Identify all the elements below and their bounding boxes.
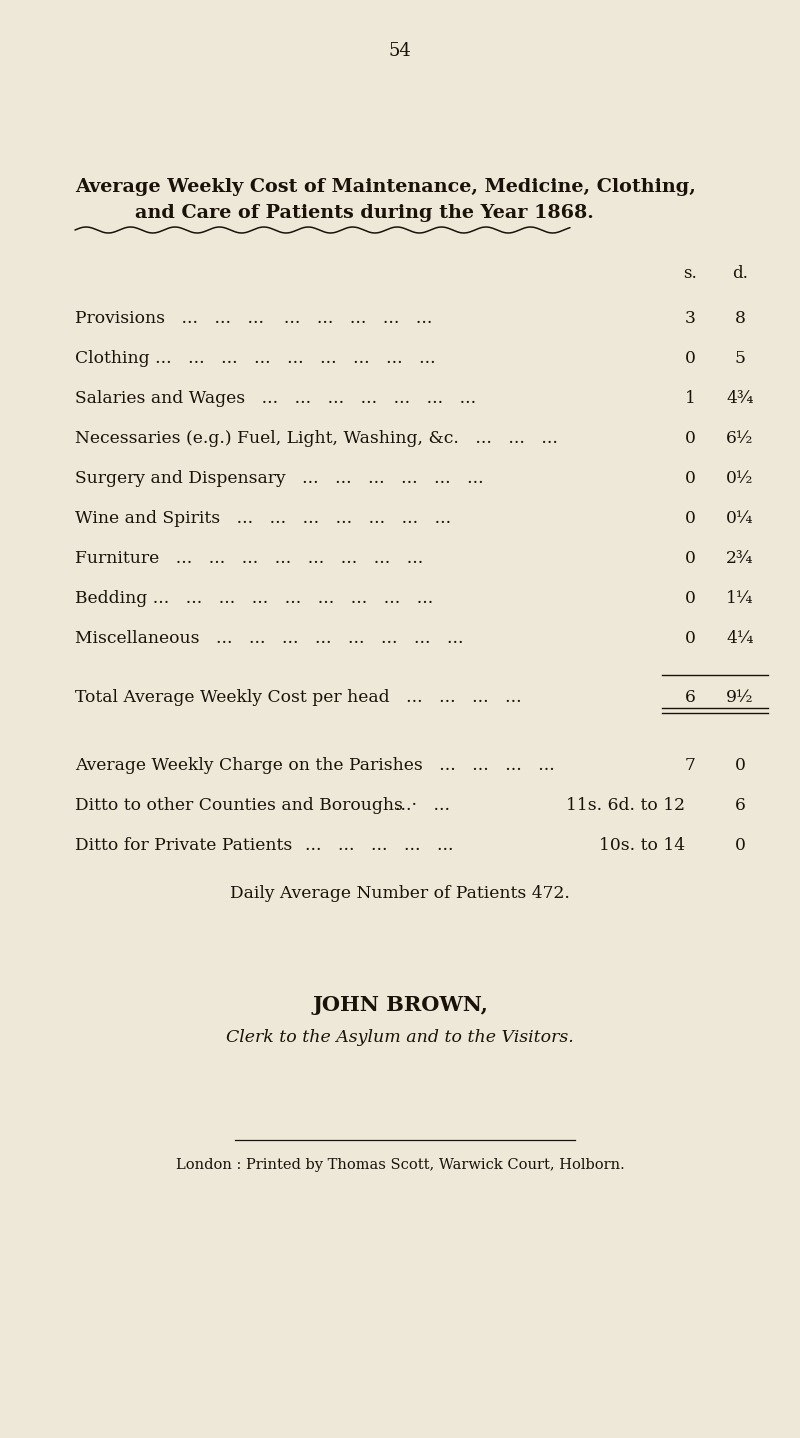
- Text: 8: 8: [734, 311, 746, 326]
- Text: JOHN BROWN,: JOHN BROWN,: [312, 995, 488, 1015]
- Text: 4¾: 4¾: [726, 390, 754, 407]
- Text: ...·   ...: ...· ...: [395, 797, 450, 814]
- Text: Average Weekly Charge on the Parishes   ...   ...   ...   ...: Average Weekly Charge on the Parishes ..…: [75, 756, 554, 774]
- Text: 54: 54: [389, 42, 411, 60]
- Text: 2¾: 2¾: [726, 549, 754, 567]
- Text: and Care of Patients during the Year 1868.: and Care of Patients during the Year 186…: [135, 204, 594, 221]
- Text: s.: s.: [683, 265, 697, 282]
- Text: 1: 1: [685, 390, 695, 407]
- Text: 3: 3: [685, 311, 695, 326]
- Text: Furniture   ...   ...   ...   ...   ...   ...   ...   ...: Furniture ... ... ... ... ... ... ... ..…: [75, 549, 423, 567]
- Text: 0: 0: [685, 549, 695, 567]
- Text: Salaries and Wages   ...   ...   ...   ...   ...   ...   ...: Salaries and Wages ... ... ... ... ... .…: [75, 390, 476, 407]
- Text: 0: 0: [734, 837, 746, 854]
- Text: 9½: 9½: [726, 689, 754, 706]
- Text: 5: 5: [734, 349, 746, 367]
- Text: Surgery and Dispensary   ...   ...   ...   ...   ...   ...: Surgery and Dispensary ... ... ... ... .…: [75, 470, 484, 487]
- Text: 0: 0: [685, 590, 695, 607]
- Text: 0½: 0½: [726, 470, 754, 487]
- Text: Ditto for Private Patients: Ditto for Private Patients: [75, 837, 292, 854]
- Text: 6: 6: [685, 689, 695, 706]
- Text: Necessaries (e.g.) Fuel, Light, Washing, &c.   ...   ...   ...: Necessaries (e.g.) Fuel, Light, Washing,…: [75, 430, 558, 447]
- Text: 0: 0: [685, 630, 695, 647]
- Text: Daily Average Number of Patients 472.: Daily Average Number of Patients 472.: [230, 884, 570, 902]
- Text: 1¼: 1¼: [726, 590, 754, 607]
- Text: Provisions   ...   ...   ...    ...   ...   ...   ...   ...: Provisions ... ... ... ... ... ... ... .…: [75, 311, 432, 326]
- Text: 0: 0: [685, 349, 695, 367]
- Text: Clerk to the Asylum and to the Visitors.: Clerk to the Asylum and to the Visitors.: [226, 1030, 574, 1045]
- Text: 4¼: 4¼: [726, 630, 754, 647]
- Text: London : Printed by Thomas Scott, Warwick Court, Holborn.: London : Printed by Thomas Scott, Warwic…: [176, 1158, 624, 1172]
- Text: Total Average Weekly Cost per head   ...   ...   ...   ...: Total Average Weekly Cost per head ... .…: [75, 689, 522, 706]
- Text: Bedding ...   ...   ...   ...   ...   ...   ...   ...   ...: Bedding ... ... ... ... ... ... ... ... …: [75, 590, 434, 607]
- Text: 6: 6: [734, 797, 746, 814]
- Text: 6½: 6½: [726, 430, 754, 447]
- Text: ...   ...   ...   ...   ...: ... ... ... ... ...: [305, 837, 454, 854]
- Text: Clothing ...   ...   ...   ...   ...   ...   ...   ...   ...: Clothing ... ... ... ... ... ... ... ...…: [75, 349, 436, 367]
- Text: 10s. to 14: 10s. to 14: [599, 837, 685, 854]
- Text: d.: d.: [732, 265, 748, 282]
- Text: 0: 0: [685, 430, 695, 447]
- Text: 11s. 6d. to 12: 11s. 6d. to 12: [566, 797, 685, 814]
- Text: Wine and Spirits   ...   ...   ...   ...   ...   ...   ...: Wine and Spirits ... ... ... ... ... ...…: [75, 510, 451, 526]
- Text: Miscellaneous   ...   ...   ...   ...   ...   ...   ...   ...: Miscellaneous ... ... ... ... ... ... ..…: [75, 630, 463, 647]
- Text: Ditto to other Counties and Boroughs: Ditto to other Counties and Boroughs: [75, 797, 403, 814]
- Text: 0: 0: [734, 756, 746, 774]
- Text: Average Weekly Cost of Maintenance, Medicine, Clothing,: Average Weekly Cost of Maintenance, Medi…: [75, 178, 696, 196]
- Text: 7: 7: [685, 756, 695, 774]
- Text: 0: 0: [685, 510, 695, 526]
- Text: 0: 0: [685, 470, 695, 487]
- Text: 0¼: 0¼: [726, 510, 754, 526]
